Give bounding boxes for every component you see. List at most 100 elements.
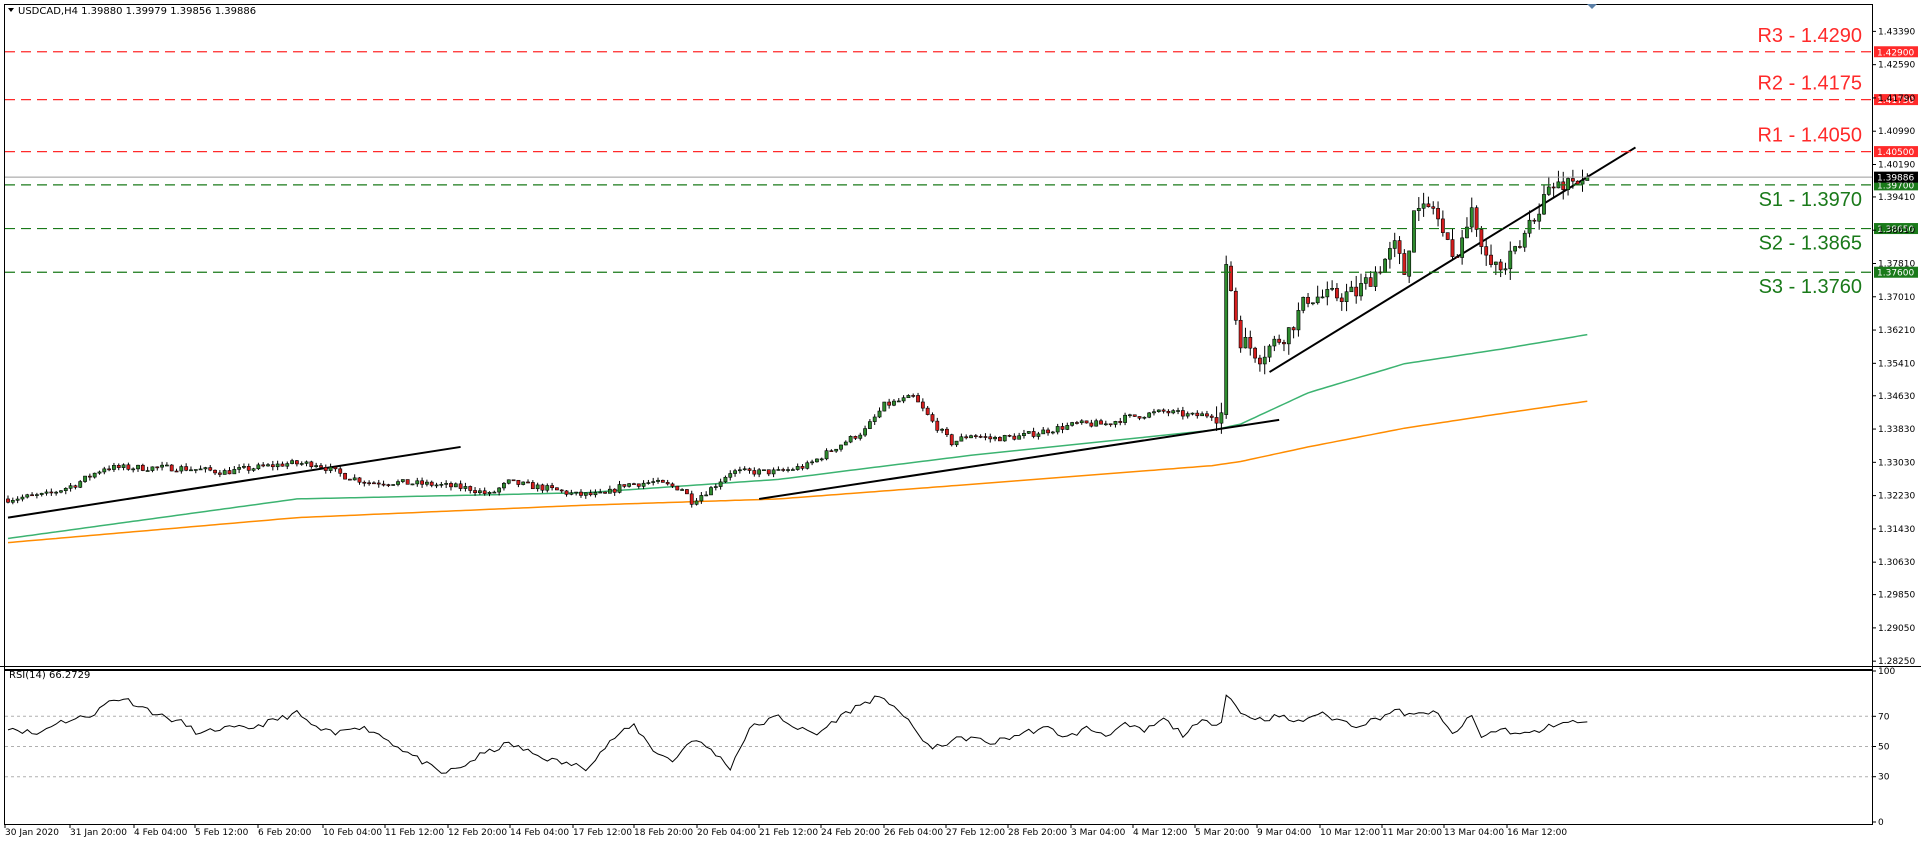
candle[interactable] [511, 479, 516, 482]
candle[interactable] [559, 489, 564, 494]
candle[interactable] [63, 487, 68, 495]
candle[interactable] [954, 440, 959, 447]
candle[interactable] [425, 479, 429, 487]
candle[interactable] [1416, 197, 1421, 222]
candle[interactable] [463, 482, 468, 492]
candle[interactable] [376, 479, 381, 488]
candle[interactable] [1291, 326, 1296, 339]
candle[interactable] [1267, 344, 1272, 363]
candle[interactable] [1474, 205, 1479, 237]
candle[interactable] [198, 465, 203, 471]
candle[interactable] [593, 489, 598, 498]
candle[interactable] [1118, 417, 1123, 426]
candle[interactable] [261, 462, 266, 468]
candle[interactable] [1166, 409, 1171, 417]
candle[interactable] [949, 433, 954, 447]
candle[interactable] [1094, 418, 1099, 427]
candle[interactable] [10, 497, 15, 505]
candle[interactable] [367, 480, 372, 486]
candle[interactable] [1099, 418, 1103, 425]
candle[interactable] [1214, 406, 1219, 431]
candle[interactable] [641, 480, 646, 490]
candle[interactable] [1262, 345, 1267, 375]
candle[interactable] [1310, 302, 1315, 306]
candle[interactable] [270, 460, 275, 471]
candle[interactable] [140, 463, 145, 472]
candle[interactable] [757, 468, 762, 478]
candle[interactable] [771, 467, 776, 478]
candle[interactable] [1421, 192, 1426, 217]
candle[interactable] [246, 463, 251, 474]
candle[interactable] [1103, 420, 1108, 426]
candle[interactable] [1277, 334, 1282, 345]
candle[interactable] [299, 461, 304, 466]
candle[interactable] [1397, 236, 1402, 265]
candle[interactable] [752, 467, 757, 477]
candle[interactable] [1532, 218, 1537, 224]
candle[interactable] [1147, 411, 1152, 419]
candle[interactable] [646, 479, 651, 485]
candle[interactable] [208, 465, 213, 472]
candle[interactable] [815, 458, 819, 463]
candle[interactable] [1330, 280, 1335, 292]
candle[interactable] [1306, 292, 1310, 308]
candle[interactable] [294, 459, 299, 467]
candle[interactable] [1046, 427, 1050, 436]
candle[interactable] [1489, 244, 1493, 268]
candle[interactable] [709, 485, 713, 496]
candle[interactable] [184, 463, 189, 472]
candle[interactable] [1320, 289, 1325, 299]
candle[interactable] [1335, 283, 1339, 302]
candle[interactable] [83, 475, 87, 483]
candle[interactable] [6, 495, 10, 504]
candle[interactable] [1315, 285, 1320, 305]
candle[interactable] [1079, 419, 1084, 425]
candle[interactable] [723, 475, 728, 484]
candle[interactable] [704, 491, 709, 497]
candle[interactable] [1132, 414, 1137, 417]
candle[interactable] [1229, 261, 1233, 292]
candle[interactable] [189, 466, 193, 472]
candle[interactable] [169, 464, 174, 472]
candle[interactable] [1007, 434, 1012, 438]
candle[interactable] [449, 481, 453, 491]
candle[interactable] [232, 466, 237, 475]
candle[interactable] [569, 489, 574, 496]
candle[interactable] [901, 395, 906, 404]
candle[interactable] [290, 458, 294, 465]
candle[interactable] [699, 492, 704, 504]
candle[interactable] [102, 466, 107, 475]
candle[interactable] [843, 440, 848, 446]
candle[interactable] [280, 461, 285, 467]
candle[interactable] [535, 482, 540, 492]
candle[interactable] [858, 432, 863, 441]
candle[interactable] [15, 496, 20, 504]
candle[interactable] [1195, 410, 1200, 419]
candle[interactable] [1296, 302, 1301, 337]
candle[interactable] [574, 491, 579, 496]
candle[interactable] [872, 414, 877, 425]
candle[interactable] [78, 479, 83, 489]
candle[interactable] [945, 427, 949, 437]
candle[interactable] [251, 467, 256, 472]
candle[interactable] [1460, 230, 1465, 265]
candle[interactable] [588, 489, 593, 497]
candle[interactable] [1445, 232, 1450, 241]
candle[interactable] [829, 449, 834, 452]
candle[interactable] [396, 479, 400, 487]
candle[interactable] [174, 468, 179, 473]
candle[interactable] [892, 399, 896, 407]
candle[interactable] [179, 464, 184, 474]
candle[interactable] [867, 419, 872, 430]
candle[interactable] [1286, 327, 1291, 355]
candle[interactable] [627, 483, 632, 488]
candle[interactable] [164, 462, 169, 467]
candle[interactable] [1243, 327, 1248, 349]
candle[interactable] [482, 487, 487, 496]
candle[interactable] [1089, 419, 1094, 428]
rsi-line[interactable] [7, 694, 1588, 774]
candle[interactable] [1522, 230, 1527, 252]
candle[interactable] [59, 490, 63, 494]
candle[interactable] [896, 398, 901, 403]
